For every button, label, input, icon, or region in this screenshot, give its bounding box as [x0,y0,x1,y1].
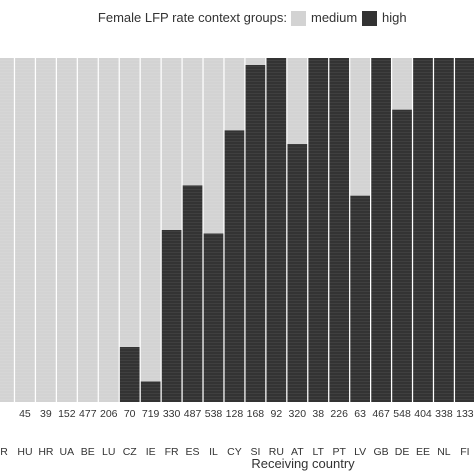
bar-high-lt [308,58,329,402]
x-tick-label-fr: FR [165,446,179,458]
bar-medium-es [182,58,203,186]
x-tick-label-ie: IE [146,446,156,458]
bar-high-gb [371,58,391,402]
legend: Female LFP rate context groups: medium h… [98,10,407,26]
bar-medium-ua [57,58,77,402]
bar-high-pt [329,58,350,402]
bar-high-fr [161,230,182,402]
x-axis-title: Receiving country [251,456,355,471]
bar-high-at [287,144,308,402]
x-tick-label-il: IL [209,446,218,458]
count-label-ru: 92 [271,408,283,420]
bar-medium-r [0,58,14,402]
x-tick-label-lu: LU [102,446,115,458]
count-labels: 45 39 152 477 206 70 719 330 487 538 128 168 92 320 38… [19,408,474,420]
x-axis-tick-labels: R HU HR UA BE LU CZ IE FR ES IL CY SI RU AT LT PT LV GB DE E… [0,446,469,458]
bar-medium-il [203,58,224,234]
bar-medium-hu [15,58,35,402]
count-label-lu: 206 [100,408,118,420]
x-tick-label-ru: RU [269,446,284,458]
legend-title: Female LFP rate context groups: [98,10,287,25]
bar-medium-hr [36,58,56,402]
legend-label-high: high [382,10,407,25]
x-tick-label-r: R [0,446,8,458]
bar-medium-cy [224,58,245,131]
bar-medium-cz [119,58,140,347]
count-label-nl: 338 [435,408,453,420]
count-label-fr: 330 [163,408,181,420]
count-label-cy: 128 [226,408,244,420]
x-tick-label-es: ES [186,446,200,458]
bar-high-nl [434,58,454,402]
x-tick-label-ee: EE [416,446,430,458]
x-tick-label-hr: HR [38,446,54,458]
count-label-ee: 404 [414,408,432,420]
x-tick-label-lv: LV [354,446,366,458]
bar-high-es [182,185,203,402]
bar-medium-si [245,58,266,65]
x-tick-label-cz: CZ [123,446,138,458]
legend-label-medium: medium [311,10,357,25]
bar-high-fi [455,58,474,402]
count-label-es: 487 [184,408,202,420]
bar-medium-lv [350,58,370,196]
count-label-fi: 133 [456,408,474,420]
count-label-il: 538 [205,408,223,420]
x-tick-label-pt: PT [332,446,346,458]
x-tick-label-nl: NL [437,446,451,458]
x-tick-label-lt: LT [313,446,325,458]
count-label-si: 168 [247,408,265,420]
x-tick-label-hu: HU [17,446,32,458]
count-label-lt: 38 [312,408,324,420]
legend-swatch-high [362,11,377,26]
bar-high-si [245,64,266,402]
count-label-gb: 467 [372,408,390,420]
x-tick-label-si: SI [250,446,260,458]
count-label-cz: 70 [124,408,136,420]
x-tick-label-at: AT [291,446,304,458]
bar-medium-at [287,58,308,144]
plot-area [0,58,474,403]
count-label-ua: 152 [58,408,76,420]
bar-medium-lu [98,58,119,402]
bar-high-lv [350,195,370,402]
count-label-lv: 63 [354,408,366,420]
x-tick-label-de: DE [395,446,410,458]
bar-high-ee [413,58,433,402]
x-tick-label-fi: FI [460,446,469,458]
bar-medium-be [77,58,98,402]
bar-medium-fr [161,58,182,230]
count-label-ie: 719 [142,408,160,420]
bar-high-de [392,109,412,402]
x-tick-label-gb: GB [374,446,389,458]
count-label-hr: 39 [40,408,52,420]
bar-medium-ie [140,58,161,382]
bar-high-ie [140,381,161,402]
count-label-pt: 226 [330,408,348,420]
bar-high-cy [224,130,245,403]
bar-medium-de [392,58,412,110]
bar-high-ru [266,58,287,402]
legend-swatch-medium [291,11,306,26]
bar-high-cz [119,346,140,402]
count-label-de: 548 [393,408,411,420]
count-label-at: 320 [289,408,307,420]
x-tick-label-cy: CY [227,446,242,458]
count-label-hu: 45 [19,408,31,420]
bar-high-il [203,233,224,402]
x-tick-label-be: BE [81,446,95,458]
x-tick-label-ua: UA [60,446,75,458]
count-label-be: 477 [79,408,97,420]
